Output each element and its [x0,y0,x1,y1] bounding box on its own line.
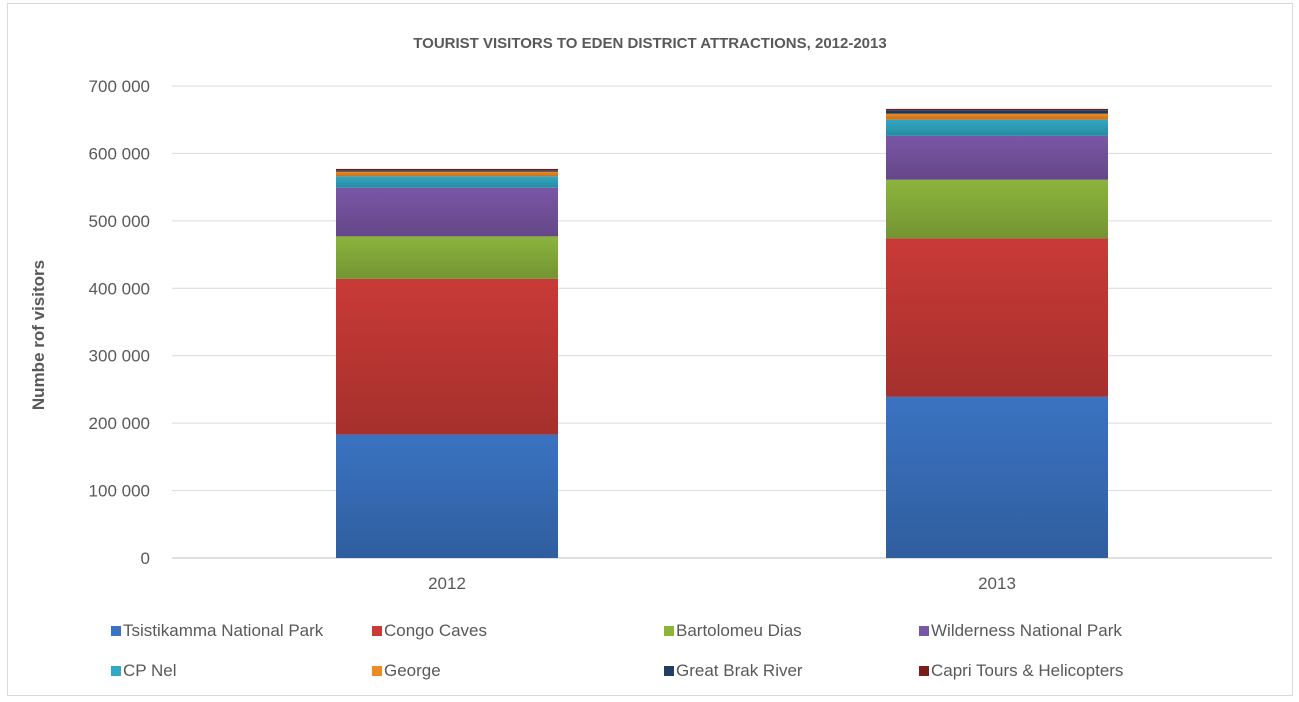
bar-2012-segment-6 [336,170,558,172]
bar-2012-segment-4 [336,176,558,188]
legend-swatch [664,626,674,636]
legend-label: Tsistikamma National Park [123,621,324,640]
y-tick-label: 300 000 [89,347,150,366]
legend-swatch [111,666,121,676]
y-tick-label: 100 000 [89,482,150,501]
legend-swatch [919,626,929,636]
legend-label: CP Nel [123,661,177,680]
legend-swatch [372,626,382,636]
x-tick-label: 2013 [978,574,1016,593]
legend-swatch [664,666,674,676]
bar-2013-segment-6 [886,110,1108,114]
legend-swatch [111,626,121,636]
legend-swatch [372,666,382,676]
y-tick-label: 0 [141,549,150,568]
bar-2013-segment-0 [886,396,1108,558]
legend-label: Great Brak River [676,661,803,680]
y-tick-label: 600 000 [89,144,150,163]
bar-2013-segment-2 [886,179,1108,239]
bar-2013-segment-5 [886,113,1108,120]
y-tick-label: 700 000 [89,77,150,96]
legend: Tsistikamma National Park Congo Caves Bart… [111,621,1123,680]
legend-label: Bartolomeu Dias [676,621,802,640]
y-axis-ticks: 0 100 000 200 000 300 000 400 000 500 000 600 … [89,77,150,568]
bar-2013-segment-4 [886,119,1108,136]
bar-2012-segment-1 [336,278,558,435]
x-tick-label: 2012 [428,574,466,593]
bar-2013-segment-3 [886,135,1108,180]
bar-2012-segment-3 [336,187,558,237]
bar-2013-segment-7 [886,108,1108,111]
bar-2012-segment-0 [336,434,558,558]
legend-swatch [919,666,929,676]
bar-2012-segment-2 [336,236,558,279]
bars [336,108,1108,558]
y-tick-label: 400 000 [89,279,150,298]
y-axis-label: Numbe rof visitors [29,260,48,410]
x-axis-ticks: 2012 2013 [428,574,1016,593]
legend-label: Capri Tours & Helicopters [931,661,1123,680]
legend-label: George [384,661,441,680]
legend-label: Wilderness National Park [931,621,1122,640]
y-tick-label: 500 000 [89,212,150,231]
bar-2013-segment-1 [886,238,1108,397]
legend-label: Congo Caves [384,621,487,640]
chart-title: TOURIST VISITORS TO EDEN DISTRICT ATTRAC… [413,35,886,52]
y-tick-label: 200 000 [89,414,150,433]
bar-2012-segment-5 [336,171,558,177]
bar-2012-segment-7 [336,168,558,171]
